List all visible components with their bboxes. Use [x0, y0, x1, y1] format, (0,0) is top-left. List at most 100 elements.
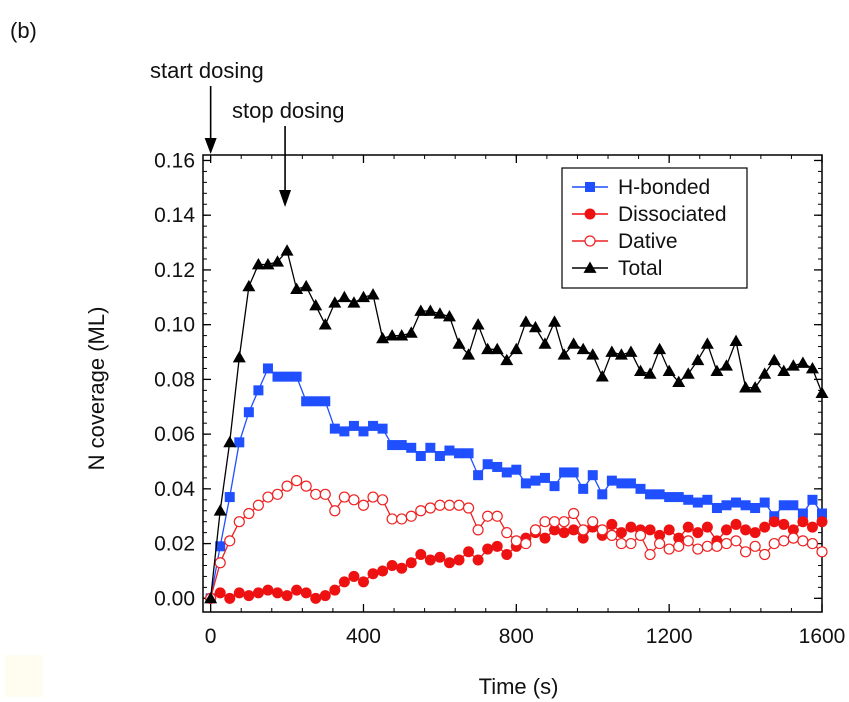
- data-point-h-bonded: [625, 478, 636, 489]
- data-point-dative: [271, 488, 284, 500]
- series-layer: [204, 244, 829, 604]
- legend-label-dissociated: Dissociated: [618, 203, 727, 226]
- data-point-dissociated: [740, 524, 752, 536]
- data-point-h-bonded: [425, 442, 436, 453]
- data-point-h-bonded: [645, 489, 656, 500]
- data-point-h-bonded: [530, 475, 541, 486]
- x-tick-label: 0: [205, 625, 217, 648]
- data-point-dative: [405, 510, 417, 522]
- data-point-dative: [568, 507, 580, 520]
- data-point-h-bonded: [539, 472, 550, 483]
- data-point-dative: [787, 532, 799, 544]
- data-point-dative: [443, 499, 456, 511]
- data-point-dative: [749, 540, 761, 552]
- data-point-dative: [262, 491, 274, 503]
- x-tick-label: 800: [499, 625, 534, 648]
- data-point-dissociated: [377, 565, 389, 577]
- data-point-dative: [329, 505, 341, 517]
- y-tick-label: 0.16: [154, 149, 195, 172]
- data-point-dative: [462, 502, 475, 514]
- data-point-dative: [778, 535, 790, 547]
- data-point-dative: [548, 516, 561, 528]
- data-point-h-bonded: [444, 445, 455, 456]
- annotations: start dosing stop dosing: [150, 58, 345, 207]
- data-point-dissociated: [272, 587, 284, 599]
- data-point-h-bonded: [215, 541, 226, 552]
- data-point-total: [442, 309, 456, 322]
- data-point-total: [748, 381, 762, 393]
- legend-items: H-bonded Dissociated Dative Total: [572, 176, 727, 280]
- data-point-dative: [233, 516, 245, 528]
- data-point-total: [462, 348, 476, 360]
- data-point-total: [767, 353, 781, 366]
- data-point-total: [433, 307, 447, 319]
- data-point-h-bonded: [272, 371, 283, 382]
- data-point-dative: [482, 510, 494, 522]
- start-dosing-arrow-head: [204, 138, 217, 154]
- data-point-dissociated: [291, 584, 303, 596]
- data-point-dissociated: [816, 516, 828, 528]
- data-point-dissociated: [730, 518, 742, 530]
- data-point-h-bonded: [778, 500, 789, 511]
- data-point-total: [471, 318, 485, 330]
- data-point-total: [251, 257, 265, 270]
- data-point-dissociated: [338, 576, 350, 588]
- data-point-h-bonded: [329, 423, 340, 434]
- data-point-total: [528, 320, 542, 333]
- data-point-h-bonded: [616, 478, 627, 489]
- data-point-dissociated: [252, 587, 264, 599]
- data-point-total: [452, 337, 466, 349]
- data-point-h-bonded: [243, 407, 254, 418]
- data-point-dative: [587, 516, 599, 528]
- data-point-dissociated: [663, 524, 675, 536]
- data-point-dissociated: [749, 527, 761, 539]
- data-point-dative: [520, 537, 532, 550]
- data-point-h-bonded: [234, 437, 245, 448]
- legend-item-total: Total: [572, 257, 662, 280]
- data-point-total: [700, 337, 714, 349]
- data-point-dative: [491, 510, 503, 522]
- data-point-total: [586, 348, 600, 360]
- data-point-h-bonded: [282, 371, 293, 382]
- data-point-dissociated: [243, 590, 255, 602]
- data-point-dative: [396, 513, 408, 525]
- data-point-h-bonded: [463, 448, 474, 459]
- data-point-dissociated: [806, 521, 818, 533]
- data-point-dative: [701, 540, 713, 552]
- data-point-h-bonded: [511, 464, 522, 475]
- data-point-h-bonded: [654, 489, 665, 500]
- axis-tick-labels: 0.00 0.02 0.04 0.06 0.08 0.10 0.12 0.14 0.16 0 400…: [154, 149, 845, 648]
- data-point-dative: [291, 475, 303, 487]
- panel-label: (b): [10, 18, 37, 43]
- data-point-dative: [281, 480, 293, 492]
- start-dosing-arrow: [204, 86, 217, 154]
- data-point-h-bonded: [797, 508, 808, 519]
- data-point-dissociated: [386, 559, 398, 571]
- data-point-h-bonded: [348, 420, 359, 431]
- data-point-h-bonded: [253, 385, 264, 396]
- data-point-total: [232, 351, 246, 363]
- data-point-dative: [424, 502, 436, 514]
- data-point-dative: [367, 491, 379, 503]
- corner-highlight: [5, 655, 43, 697]
- data-point-dative: [376, 494, 389, 506]
- data-point-h-bonded: [664, 492, 675, 503]
- data-point-dissociated: [262, 584, 274, 596]
- data-point-total: [729, 334, 743, 346]
- data-point-dative: [529, 524, 542, 536]
- data-point-dative: [252, 499, 265, 511]
- start-dosing-annotation: start dosing: [150, 58, 264, 83]
- data-point-dative: [816, 546, 828, 558]
- legend-marker-dissociated: [584, 208, 596, 220]
- data-point-total: [328, 296, 342, 308]
- y-tick-label: 0.10: [154, 314, 195, 337]
- data-point-dative: [319, 488, 331, 500]
- data-point-total: [719, 359, 733, 371]
- data-point-dative: [797, 535, 809, 547]
- data-point-h-bonded: [559, 467, 570, 478]
- data-point-dissociated: [692, 527, 704, 539]
- data-point-total: [643, 367, 657, 379]
- legend-item-h-bonded: H-bonded: [572, 176, 710, 199]
- data-point-total: [739, 381, 753, 393]
- data-point-h-bonded: [501, 467, 512, 478]
